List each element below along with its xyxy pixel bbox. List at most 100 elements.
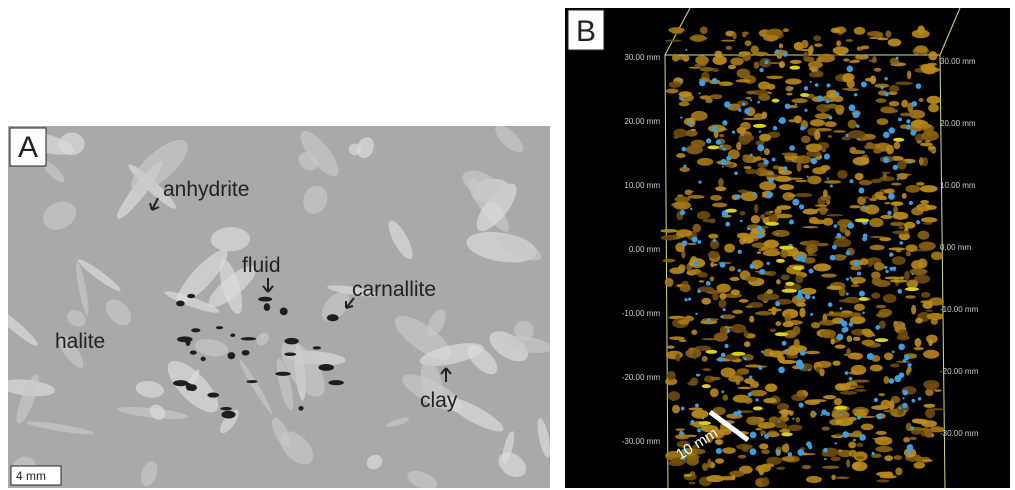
salt-grain [772, 230, 790, 237]
salt-grain [815, 113, 831, 119]
pore [750, 431, 757, 438]
pore [880, 86, 883, 89]
salt-grain [796, 303, 806, 307]
salt-grain [809, 399, 826, 402]
salt-grain [919, 157, 924, 166]
pore [883, 132, 890, 139]
salt-grain [780, 250, 788, 258]
fluid-inclusion [327, 314, 339, 321]
pore [807, 176, 809, 178]
pore [845, 371, 849, 375]
salt-grain [880, 400, 890, 409]
pore [707, 318, 711, 322]
pore [847, 66, 854, 73]
salt-grain [862, 196, 870, 198]
salt-grain [848, 442, 856, 449]
salt-grain [814, 130, 820, 140]
salt-grain [905, 295, 916, 298]
salt-grain [835, 344, 846, 348]
salt-grain [678, 319, 689, 324]
salt-grain [922, 459, 933, 461]
pore [723, 148, 726, 151]
salt-grain [862, 340, 875, 346]
salt-grain [917, 140, 922, 143]
salt-grain [759, 134, 771, 142]
pore [706, 281, 711, 286]
salt-grain [673, 201, 691, 210]
salt-grain [928, 51, 937, 60]
pore [778, 367, 785, 374]
salt-grain [795, 180, 807, 182]
highlight-grain [779, 246, 794, 250]
pore [904, 410, 906, 412]
salt-grain [864, 144, 872, 149]
pore [907, 451, 911, 455]
salt-grain [814, 43, 823, 46]
salt-grain [842, 88, 855, 91]
pore [744, 108, 750, 114]
highlight-grain [772, 99, 780, 103]
salt-grain [876, 431, 887, 435]
salt-grain [878, 393, 885, 396]
salt-grain [737, 54, 746, 57]
salt-grain [875, 436, 893, 445]
pore [721, 315, 724, 318]
salt-grain [770, 329, 776, 332]
salt-grain [924, 429, 933, 438]
salt-grain [890, 222, 905, 227]
salt-grain [745, 40, 752, 46]
salt-grain [852, 461, 868, 471]
salt-grain [779, 429, 790, 433]
pore [773, 126, 777, 130]
salt-grain [675, 354, 680, 362]
pore [785, 103, 791, 109]
pore [849, 377, 853, 381]
salt-grain [895, 81, 913, 84]
salt-grain [889, 101, 899, 106]
salt-grain [849, 60, 857, 63]
salt-grain [691, 140, 706, 148]
salt-grain [893, 201, 902, 204]
pore [840, 307, 843, 310]
highlight-grain [776, 259, 785, 263]
salt-grain [737, 68, 751, 78]
pore [696, 374, 699, 377]
pore [693, 261, 698, 266]
pore [744, 357, 747, 360]
salt-grain [751, 215, 760, 223]
salt-grain [791, 98, 807, 103]
pore [804, 86, 808, 90]
pore [750, 99, 752, 101]
salt-grain [781, 456, 795, 461]
salt-grain [702, 338, 719, 340]
salt-grain [881, 172, 890, 174]
salt-grain [722, 447, 735, 454]
salt-grain [721, 40, 735, 42]
pore [858, 188, 864, 194]
salt-grain [855, 389, 867, 392]
salt-grain [681, 281, 688, 285]
salt-grain [907, 71, 911, 80]
pore [839, 320, 843, 324]
fluid-inclusion [246, 380, 257, 383]
salt-grain [718, 299, 726, 308]
pore [847, 222, 853, 228]
fluid-inclusion [285, 338, 299, 345]
salt-grain [905, 185, 920, 193]
pore [749, 264, 754, 269]
salt-grain [920, 64, 935, 73]
pore [720, 159, 726, 165]
pore [817, 95, 823, 101]
salt-grain [927, 96, 941, 104]
salt-grain [835, 433, 842, 436]
pore [910, 426, 914, 430]
pore [738, 269, 741, 272]
salt-grain [822, 466, 840, 469]
pore [765, 60, 769, 64]
salt-grain [712, 203, 727, 208]
salt-grain [806, 476, 822, 483]
salt-grain [712, 68, 719, 72]
pore [791, 87, 794, 90]
salt-grain [915, 338, 922, 347]
salt-grain [757, 294, 773, 301]
